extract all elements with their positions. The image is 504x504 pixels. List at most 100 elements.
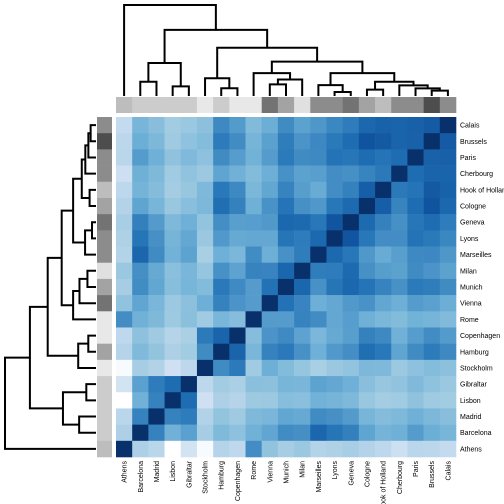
column-side-bar-cell: [261, 97, 279, 113]
dendrogram-link: [374, 80, 415, 90]
heatmap-cell: [439, 424, 457, 442]
heatmap-cell: [407, 230, 424, 247]
heatmap-cell: [245, 230, 263, 247]
row-label: Calais: [460, 123, 480, 130]
column-label: Hamburg: [219, 461, 226, 490]
heatmap-cell: [375, 278, 392, 296]
heatmap-cell: [439, 149, 457, 166]
heatmap-cell: [439, 295, 457, 312]
row-label: Lisbon: [460, 398, 481, 405]
row-side-bar-cell: [97, 343, 112, 361]
heatmap-cell: [180, 214, 198, 231]
heatmap-cell: [196, 295, 214, 312]
heatmap-cell: [391, 165, 408, 183]
heatmap-cell: [294, 424, 311, 442]
heatmap-cell: [439, 343, 457, 361]
column-label: Calais: [445, 461, 452, 481]
row-side-bar-cell: [97, 424, 112, 442]
heatmap-cell: [116, 262, 133, 280]
heatmap-cell: [229, 376, 246, 393]
heatmap-cell: [358, 262, 376, 280]
heatmap-cell: [310, 295, 327, 312]
heatmap-cell: [196, 359, 214, 377]
dendrogram-link: [317, 84, 344, 96]
dendrogram-link: [329, 72, 396, 86]
heatmap-cell: [229, 246, 246, 264]
heatmap-cell: [261, 424, 279, 442]
heatmap-cell: [407, 149, 424, 166]
heatmap-cell: [132, 278, 149, 296]
heatmap-cell: [229, 133, 246, 150]
heatmap-cell: [164, 440, 182, 458]
heatmap-cell: [132, 165, 149, 183]
heatmap-cell: [358, 149, 376, 166]
heatmap-cell: [375, 392, 392, 409]
row-side-bar-cell: [97, 311, 112, 328]
heatmap-cell: [164, 133, 182, 150]
heatmap-cell: [423, 246, 441, 264]
dendrogram-link: [60, 209, 74, 307]
row-label: Hook of Holland: [460, 187, 504, 194]
heatmap-cell: [213, 149, 230, 166]
heatmap-cell: [213, 359, 230, 377]
heatmap-cell: [277, 214, 295, 231]
heatmap-cell: [358, 392, 376, 409]
heatmap-cell: [294, 392, 311, 409]
column-label: Lisbon: [170, 461, 177, 482]
row-side-bar-cell: [97, 117, 112, 134]
heatmap-cell: [180, 165, 198, 183]
column-label: Hook of Holland: [381, 461, 388, 504]
heatmap-cell: [213, 278, 230, 296]
heatmap-cell: [439, 408, 457, 425]
row-label: Copenhagen: [460, 333, 500, 340]
heatmap-cell: [213, 311, 230, 328]
heatmap-cell: [213, 197, 230, 215]
heatmap-cell: [245, 262, 263, 280]
dendrogram-link: [87, 334, 96, 353]
heatmap-cell: [180, 424, 198, 442]
heatmap-cell: [213, 376, 230, 393]
heatmap-cell: [180, 440, 198, 458]
heatmap-cell: [358, 181, 376, 199]
heatmap-cell: [310, 327, 327, 344]
column-side-bar-cell: [229, 97, 246, 113]
heatmap-cell: [439, 197, 457, 215]
column-label: Gibraltar: [186, 460, 193, 488]
heatmap-cell: [148, 133, 165, 150]
row-side-bar-cell: [97, 327, 112, 344]
column-side-bar-cell: [423, 97, 441, 113]
heatmap-cell: [261, 392, 279, 409]
heatmap-cell: [213, 165, 230, 183]
heatmap-cell: [229, 278, 246, 296]
row-label: Cherbourg: [460, 171, 493, 178]
heatmap-cell: [261, 295, 279, 312]
column-side-bar-cell: [180, 97, 198, 113]
heatmap-cell: [358, 230, 376, 247]
heatmap-cell: [326, 165, 343, 183]
heatmap-cell: [407, 165, 424, 183]
dendrogram-link: [139, 80, 158, 96]
column-label: Marseilles: [316, 461, 323, 493]
heatmap-cell: [180, 149, 198, 166]
heatmap-cell: [294, 359, 311, 377]
heatmap-cell: [148, 424, 165, 442]
heatmap-cell: [261, 230, 279, 247]
heatmap-cell: [277, 230, 295, 247]
heatmap-cell: [132, 214, 149, 231]
heatmap-cell: [245, 214, 263, 231]
row-side-color-bar: [97, 117, 112, 458]
heatmap-cell: [310, 311, 327, 328]
heatmap-cell: [116, 343, 133, 361]
heatmap-cell: [180, 117, 198, 134]
heatmap-cell: [391, 311, 408, 328]
heatmap-cell: [229, 424, 246, 442]
heatmap-cell: [116, 424, 133, 442]
row-label: Marseilles: [460, 252, 492, 259]
dendrogram-link: [87, 132, 96, 159]
heatmap-cell: [213, 262, 230, 280]
heatmap-cell: [132, 246, 149, 264]
column-label: Brussels: [429, 461, 436, 488]
row-label: Milan: [460, 268, 477, 275]
heatmap-cell: [196, 117, 214, 134]
